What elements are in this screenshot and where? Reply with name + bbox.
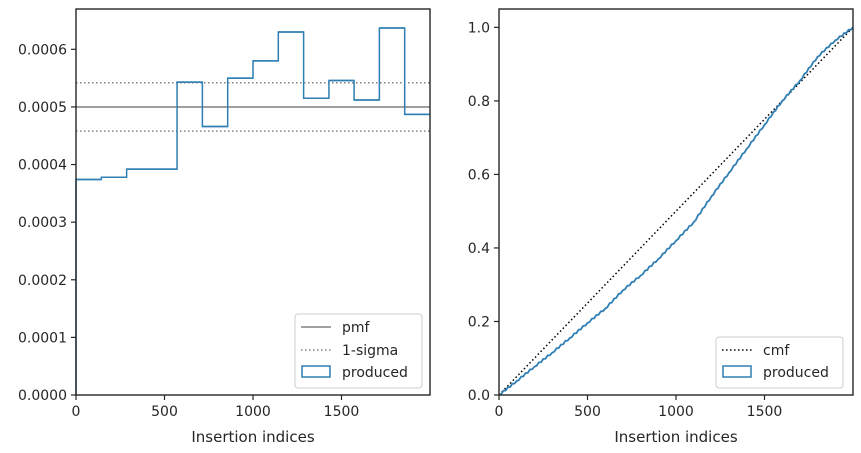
cumulative-axes: 0 500 1000 1500 0.0 0.2 0.4 0.6 0.8 1.0: [468, 8, 854, 420]
x-tick-label: 1000: [235, 404, 271, 420]
x-tick-label: 1500: [747, 404, 783, 420]
y-tick-label: 0.4: [468, 241, 490, 257]
histogram-x-axis-label: Insertion indices: [191, 428, 314, 446]
produced-cdf-point: [746, 148, 748, 150]
legend-pmf-label: pmf: [342, 320, 371, 336]
legend-sigma-label: 1-sigma: [342, 343, 398, 359]
y-tick-label: 0.2: [468, 314, 490, 330]
produced-cdf-point: [693, 221, 695, 223]
produced-cdf-point: [728, 171, 730, 174]
cumulative-x-axis-label: Insertion indices: [614, 428, 737, 446]
y-tick-label: 1.0: [468, 20, 490, 36]
x-tick-label: 500: [574, 404, 601, 420]
x-tick-label: 0: [72, 404, 81, 420]
y-tick-label: 0.0: [468, 388, 490, 404]
y-tick-label: 0.0002: [18, 273, 67, 289]
legend-cmf-label: cmf: [763, 343, 790, 359]
histogram-axes: 0 500 1000 1500 0.0000 0.0001 0.0002 0.0003 0.00…: [18, 8, 431, 420]
produced-cdf-point: [763, 124, 766, 126]
x-tick-label: 500: [151, 404, 178, 420]
legend-produced-label-right: produced: [763, 365, 829, 381]
produced-cdf-point: [817, 56, 819, 58]
cumulative-legend: cmf produced: [715, 336, 844, 389]
histogram-legend-frame: [294, 313, 423, 389]
produced-cdf-point: [710, 195, 713, 198]
y-tick-label: 0.0004: [18, 158, 67, 174]
produced-cdf-point: [834, 39, 836, 41]
y-tick-label: 0.8: [468, 94, 490, 110]
y-tick-label: 0.0001: [18, 330, 67, 346]
legend-produced-swatch-right: [722, 365, 752, 378]
cumulative-panel: 0 500 1000 1500 0.0 0.2 0.4 0.6 0.8 1.0 Insertion…: [468, 8, 854, 446]
produced-cdf-point: [516, 380, 518, 382]
produced-cdf-point: [675, 240, 677, 242]
produced-cdf-point: [657, 258, 659, 260]
y-tick-label: 0.0006: [18, 42, 67, 58]
produced-cdf-point: [640, 274, 642, 277]
cumulative-plot-area: [498, 26, 854, 396]
histogram-panel: 0 500 1000 1500 0.0000 0.0001 0.0002 0.0003 0.00…: [18, 8, 431, 446]
histogram-plot-area: [75, 27, 430, 395]
produced-cdf-point: [551, 352, 553, 354]
produced-cdf-point: [604, 308, 606, 310]
y-tick-label: 0.0003: [18, 215, 67, 231]
legend-produced-swatch: [301, 365, 331, 378]
produced-cdf-point: [799, 80, 801, 82]
produced-cdf-point: [622, 289, 624, 291]
y-tick-label: 0.0005: [18, 100, 67, 116]
y-tick-label: 0.0000: [18, 388, 67, 404]
histogram-legend: pmf 1-sigma produced: [294, 313, 423, 389]
produced-cdf-point: [533, 366, 536, 368]
x-tick-label: 1000: [658, 404, 694, 420]
produced-cdf-point: [586, 322, 589, 324]
x-tick-label: 0: [495, 404, 504, 420]
x-tick-label: 1500: [324, 404, 360, 420]
legend-produced-label: produced: [342, 365, 408, 381]
cumulative-legend-frame: [715, 336, 844, 389]
produced-cdf-point: [781, 100, 783, 102]
produced-cdf-point: [569, 337, 571, 339]
y-tick-label: 0.6: [468, 167, 490, 183]
